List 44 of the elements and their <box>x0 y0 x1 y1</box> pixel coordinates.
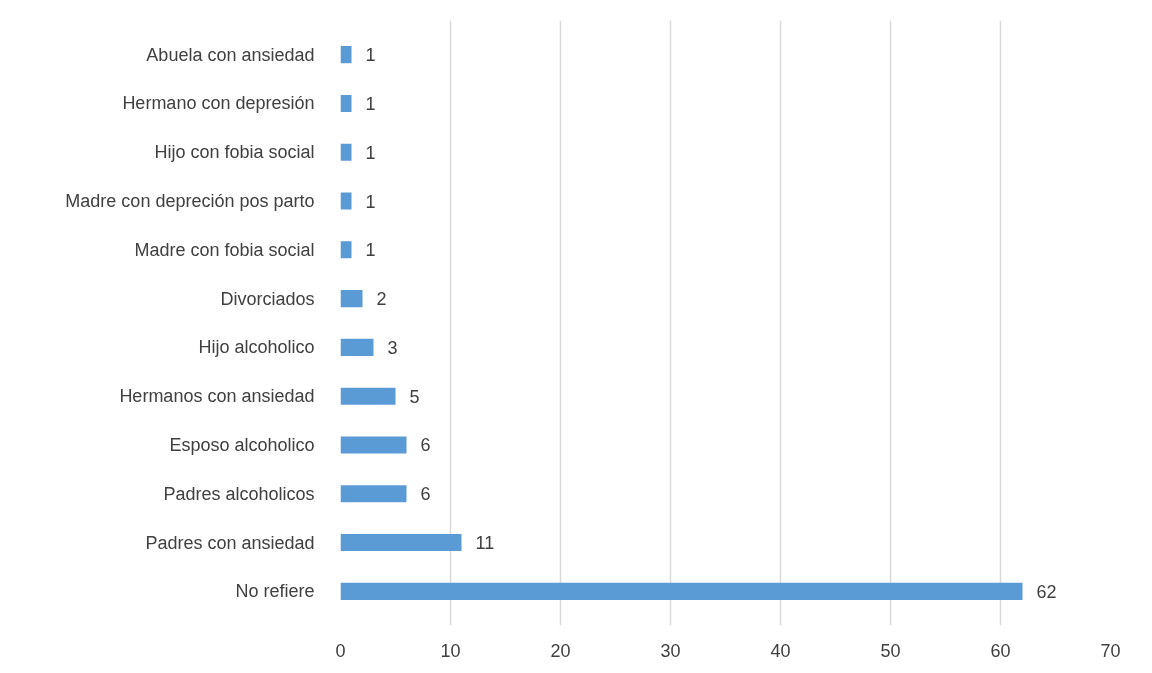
y-tick-label: Esposo alcoholico <box>169 434 315 455</box>
bar <box>340 290 363 308</box>
bar <box>340 46 352 64</box>
y-tick-label: No refiere <box>235 581 315 602</box>
bar <box>340 436 407 454</box>
bar <box>340 143 352 161</box>
data-label: 2 <box>376 289 387 310</box>
bar <box>340 582 1023 600</box>
data-label: 3 <box>387 337 398 358</box>
y-tick-label: Abuela con ansiedad <box>146 44 315 65</box>
x-tick-label: 70 <box>1100 640 1121 661</box>
bar <box>340 338 374 356</box>
bar <box>340 387 396 405</box>
bar <box>340 192 352 210</box>
y-tick-label: Hermano con depresión <box>122 93 315 114</box>
x-tick-label: 10 <box>440 640 461 661</box>
data-label: 6 <box>420 435 431 456</box>
data-label: 62 <box>1036 581 1057 602</box>
data-label: 1 <box>365 93 376 114</box>
data-label: 6 <box>420 484 431 505</box>
data-label: 1 <box>365 240 376 261</box>
x-tick-label: 50 <box>880 640 901 661</box>
y-tick-label: Madre con fobia social <box>134 239 315 260</box>
data-label: 1 <box>365 142 376 163</box>
y-tick-label: Hermanos con ansiedad <box>119 386 315 407</box>
data-label: 11 <box>475 533 495 554</box>
x-tick-label: 60 <box>990 640 1011 661</box>
data-label: 5 <box>409 386 420 407</box>
y-tick-label: Padres con ansiedad <box>145 532 315 553</box>
bar <box>340 94 352 112</box>
bar <box>340 241 352 259</box>
data-label: 1 <box>365 191 376 212</box>
y-tick-label: Hijo alcoholico <box>198 337 315 358</box>
x-tick-label: 30 <box>660 640 681 661</box>
y-tick-label: Padres alcoholicos <box>163 483 315 504</box>
x-tick-label: 20 <box>550 640 571 661</box>
x-tick-label: 40 <box>770 640 791 661</box>
bar <box>340 534 462 552</box>
bar <box>340 485 407 503</box>
y-tick-label: Hijo con fobia social <box>154 142 315 163</box>
x-tick-label: 0 <box>335 640 346 661</box>
data-label: 1 <box>365 45 376 66</box>
y-tick-label: Divorciados <box>220 288 315 309</box>
y-tick-label: Madre con depreción pos parto <box>65 191 315 212</box>
